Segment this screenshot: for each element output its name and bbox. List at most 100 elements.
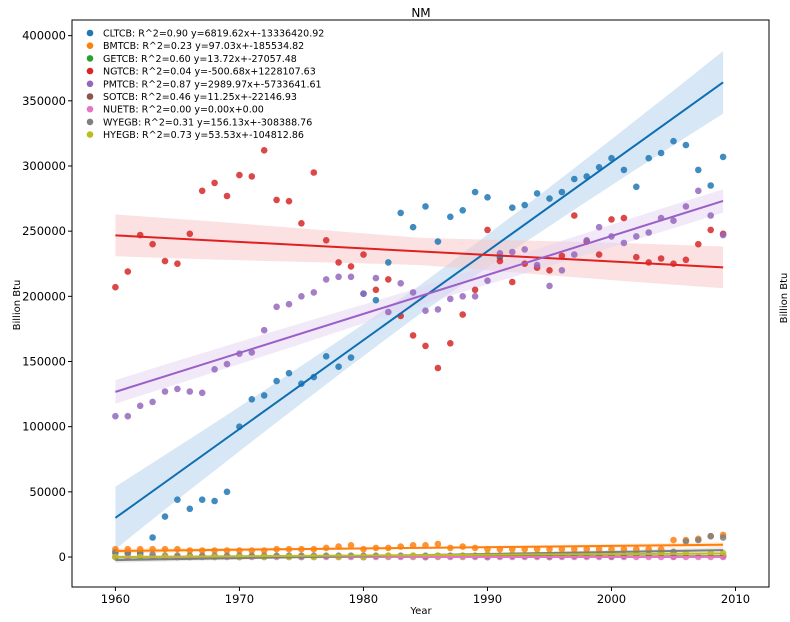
point-ngtcb bbox=[347, 263, 355, 270]
legend-label-getcb: GETCB: R^2=0.60 y=13.72x+-27057.48 bbox=[103, 54, 297, 65]
regression-line-ngtcb bbox=[115, 234, 724, 269]
point-cltcb bbox=[608, 154, 615, 162]
point-cltcb bbox=[521, 201, 528, 209]
point-pmtcb bbox=[633, 233, 640, 240]
point-pmtcb bbox=[447, 295, 454, 303]
point-pmtcb bbox=[695, 187, 702, 195]
point-cltcb bbox=[695, 166, 702, 174]
point-pmtcb bbox=[211, 366, 218, 373]
point-cltcb bbox=[322, 353, 330, 360]
point-cltcb bbox=[471, 188, 479, 196]
point-cltcb bbox=[409, 223, 417, 231]
point-pmtcb bbox=[682, 203, 690, 210]
point-bmtcb bbox=[571, 545, 578, 553]
point-pmtcb bbox=[298, 293, 305, 300]
point-ngtcb bbox=[285, 197, 293, 205]
y-tick-label: 100000 bbox=[22, 420, 66, 434]
x-tick-label: 1960 bbox=[101, 592, 130, 606]
point-cltcb bbox=[198, 496, 206, 504]
point-cltcb bbox=[620, 166, 628, 174]
legend-marker-getcb bbox=[86, 55, 94, 62]
point-bmtcb bbox=[161, 545, 169, 553]
point-pmtcb bbox=[149, 398, 156, 406]
point-ngtcb bbox=[409, 332, 417, 339]
point-cltcb bbox=[484, 194, 491, 201]
point-wyegb bbox=[682, 538, 690, 545]
y-tick-label: 400000 bbox=[22, 29, 66, 43]
point-cltcb bbox=[273, 377, 280, 385]
point-pmtcb bbox=[161, 388, 169, 395]
point-pmtcb bbox=[434, 306, 442, 313]
legend-label-hyegb: HYEGB: R^2=0.73 y=53.53x+-104812.86 bbox=[103, 130, 304, 141]
point-bmtcb bbox=[347, 542, 355, 549]
point-cltcb bbox=[633, 183, 640, 191]
point-cltcb bbox=[347, 354, 355, 361]
point-pmtcb bbox=[273, 303, 280, 311]
point-ngtcb bbox=[707, 226, 714, 234]
point-ngtcb bbox=[372, 286, 380, 294]
x-tick-label: 1980 bbox=[349, 592, 378, 606]
point-ngtcb bbox=[149, 240, 156, 248]
point-pmtcb bbox=[533, 261, 541, 269]
y-tick-label: 200000 bbox=[22, 289, 66, 303]
legend-marker-pmtcb bbox=[86, 80, 94, 88]
point-ngtcb bbox=[620, 214, 628, 222]
point-pmtcb bbox=[223, 360, 231, 368]
point-ngtcb bbox=[459, 311, 467, 318]
point-bmtcb bbox=[595, 545, 603, 553]
point-ngtcb bbox=[484, 226, 491, 234]
point-cltcb bbox=[186, 505, 194, 513]
point-cltcb bbox=[533, 190, 541, 197]
legend-marker-wyegb bbox=[86, 118, 94, 126]
point-cltcb bbox=[335, 363, 342, 371]
point-pmtcb bbox=[521, 246, 528, 253]
point-pmtcb bbox=[558, 267, 566, 274]
point-wyegb bbox=[719, 534, 727, 541]
x-tick-label: 1970 bbox=[225, 592, 254, 606]
point-pmtcb bbox=[385, 308, 392, 316]
point-cltcb bbox=[174, 496, 181, 504]
point-ngtcb bbox=[310, 169, 318, 176]
point-pmtcb bbox=[459, 293, 467, 300]
point-ngtcb bbox=[198, 187, 206, 195]
point-pmtcb bbox=[174, 385, 181, 393]
point-pmtcb bbox=[112, 412, 119, 420]
point-cltcb bbox=[682, 141, 690, 149]
point-pmtcb bbox=[372, 274, 380, 282]
point-ngtcb bbox=[335, 259, 342, 266]
legend: CLTCB: R^2=0.90 y=6819.62x+-13336420.92B… bbox=[86, 29, 324, 141]
x-tick-label: 2010 bbox=[721, 592, 750, 606]
point-cltcb bbox=[211, 497, 218, 505]
legend-label-bmtcb: BMTCB: R^2=0.23 y=97.03x+-185534.82 bbox=[103, 41, 304, 52]
point-ngtcb bbox=[174, 260, 181, 268]
point-ngtcb bbox=[186, 230, 194, 238]
point-ngtcb bbox=[558, 252, 566, 260]
point-pmtcb bbox=[583, 237, 590, 244]
point-pmtcb bbox=[546, 282, 553, 290]
point-cltcb bbox=[372, 296, 380, 304]
point-bmtcb bbox=[434, 540, 442, 548]
point-ngtcb bbox=[161, 257, 169, 265]
point-ngtcb bbox=[260, 147, 268, 154]
point-cltcb bbox=[422, 203, 429, 210]
point-bmtcb bbox=[670, 536, 677, 544]
point-pmtcb bbox=[198, 389, 206, 397]
point-cltcb bbox=[707, 182, 714, 189]
point-ngtcb bbox=[546, 267, 553, 274]
point-pmtcb bbox=[310, 289, 318, 296]
plot-frame bbox=[71, 19, 770, 588]
legend-label-nuetb: NUETB: R^2=0.00 y=0.00x+0.00 bbox=[103, 105, 264, 116]
point-ngtcb bbox=[223, 192, 231, 200]
point-pmtcb bbox=[285, 300, 293, 308]
legend-marker-nuetb bbox=[86, 105, 94, 113]
point-ngtcb bbox=[571, 212, 578, 219]
point-cltcb bbox=[558, 188, 566, 196]
point-cltcb bbox=[397, 209, 405, 217]
legend-marker-sotcb bbox=[86, 93, 94, 100]
point-pmtcb bbox=[360, 290, 367, 298]
point-cltcb bbox=[719, 153, 727, 161]
point-bmtcb bbox=[583, 545, 590, 553]
point-ngtcb bbox=[248, 173, 256, 180]
regression-line-bmtcb bbox=[115, 543, 724, 552]
point-cltcb bbox=[509, 204, 516, 211]
